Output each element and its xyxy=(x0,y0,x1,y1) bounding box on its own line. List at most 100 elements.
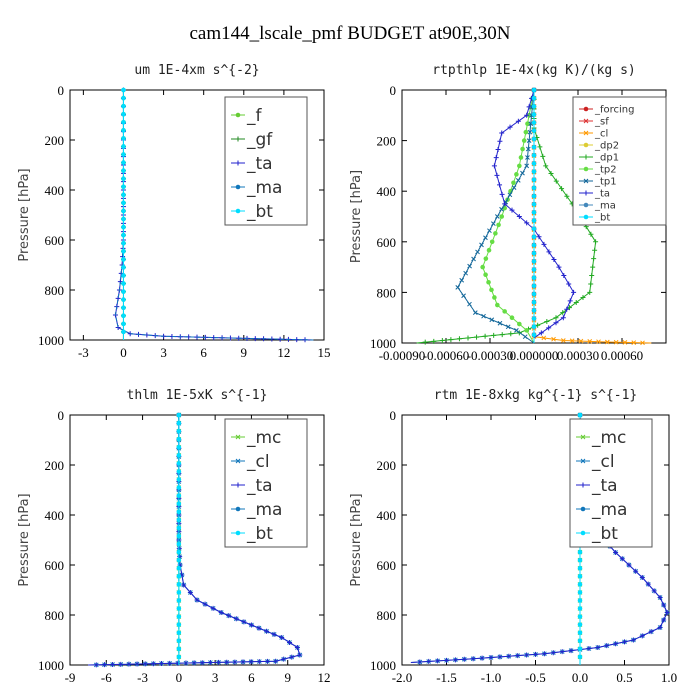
x-tick-label: 12 xyxy=(277,345,290,360)
legend-marker xyxy=(235,112,241,118)
data-point xyxy=(126,661,132,667)
data-point xyxy=(121,168,126,173)
y-axis-label: Pressure [hPa] xyxy=(17,168,32,261)
data-point xyxy=(264,658,270,664)
data-point xyxy=(553,315,559,321)
data-point xyxy=(531,234,537,240)
data-point xyxy=(577,606,583,611)
data-point xyxy=(524,163,530,169)
legend-label: _cl xyxy=(591,452,615,472)
panel-1: um 1E-4xm s^{-2} Pressure [hPa] 0 200 400 600… xyxy=(17,63,331,360)
data-point xyxy=(645,581,651,587)
data-point xyxy=(121,200,126,206)
data-point xyxy=(121,160,126,165)
data-point xyxy=(548,170,554,176)
data-point xyxy=(622,340,628,345)
series-bt xyxy=(121,87,126,340)
data-point xyxy=(515,653,521,659)
data-point xyxy=(577,549,583,555)
legend-marker xyxy=(580,434,586,440)
data-point xyxy=(531,242,537,248)
legend-marker xyxy=(580,506,586,512)
data-point xyxy=(489,317,495,323)
data-point xyxy=(467,301,472,307)
y-tick-label: 0 xyxy=(58,408,65,423)
data-point xyxy=(520,170,525,176)
legend-marker xyxy=(583,214,589,220)
data-point xyxy=(509,207,515,213)
legend-label: _bt xyxy=(246,524,273,544)
data-point xyxy=(176,412,182,418)
data-point xyxy=(176,549,182,555)
data-point xyxy=(176,428,182,434)
data-point xyxy=(176,469,182,474)
y-tick-label: 600 xyxy=(377,235,397,250)
data-point xyxy=(531,161,537,166)
x-tick-label: -3 xyxy=(137,670,148,685)
data-point xyxy=(483,256,489,261)
data-point xyxy=(580,294,586,300)
data-point xyxy=(520,146,525,152)
data-point xyxy=(176,565,182,571)
data-point xyxy=(556,264,562,270)
data-point xyxy=(553,320,559,326)
panel-3: thlm 1E-5xK s^{-1} Pressure [hPa] 0 200 400 6… xyxy=(17,388,331,685)
data-point xyxy=(517,163,522,169)
data-point xyxy=(248,659,254,665)
data-point xyxy=(495,146,501,152)
data-point xyxy=(541,335,547,341)
data-point xyxy=(176,590,182,595)
data-point xyxy=(121,232,126,238)
x-tick-label: 1.0 xyxy=(661,670,677,685)
data-point xyxy=(502,205,507,211)
data-point xyxy=(591,256,597,262)
data-point xyxy=(281,656,287,662)
data-point xyxy=(553,178,559,184)
data-point xyxy=(531,152,537,158)
y-tick-label: 800 xyxy=(377,285,397,300)
panel-2: rtpthlp 1E-4x(kg K)/(kg s) Pressure [hPa]… xyxy=(349,63,667,363)
legend-label: _f xyxy=(246,106,263,126)
data-point xyxy=(499,214,505,219)
y-tick-label: 1000 xyxy=(38,658,64,673)
data-point xyxy=(515,118,521,124)
legend-label: _tp2 xyxy=(594,165,617,176)
data-point xyxy=(630,637,636,643)
data-point xyxy=(121,128,126,133)
legend-marker xyxy=(583,202,589,208)
legend-marker xyxy=(235,530,241,536)
panel-4: rtm 1E-8xkg kg^{-1} s^{-1} Pressure [hPa]… xyxy=(349,388,677,685)
data-point xyxy=(264,628,270,634)
data-point xyxy=(566,281,572,287)
legend-marker xyxy=(583,178,589,184)
data-point xyxy=(121,224,126,230)
data-point xyxy=(176,485,182,490)
data-point xyxy=(176,630,182,636)
legend-marker xyxy=(235,434,241,440)
data-point xyxy=(505,324,511,330)
data-point xyxy=(531,193,537,199)
legend-marker xyxy=(580,482,586,488)
series-bt xyxy=(176,412,182,665)
data-point xyxy=(543,163,549,169)
data-point xyxy=(121,265,126,270)
data-point xyxy=(531,299,537,305)
data-point xyxy=(486,247,492,253)
data-point xyxy=(531,95,537,101)
data-point xyxy=(531,177,537,183)
data-point xyxy=(493,231,498,236)
data-point xyxy=(559,186,565,192)
data-point xyxy=(289,654,295,660)
data-point xyxy=(176,646,182,652)
data-point xyxy=(508,331,514,337)
data-point xyxy=(586,646,592,652)
panel-title: um 1E-4xm s^{-2} xyxy=(134,63,259,78)
data-point xyxy=(199,660,205,666)
data-point xyxy=(527,129,533,135)
x-tick-label: -1.5 xyxy=(436,670,457,685)
data-point xyxy=(176,598,182,603)
data-point xyxy=(502,201,508,207)
legend-label: _ta xyxy=(594,189,610,200)
data-point xyxy=(256,625,262,631)
data-point xyxy=(465,335,471,341)
